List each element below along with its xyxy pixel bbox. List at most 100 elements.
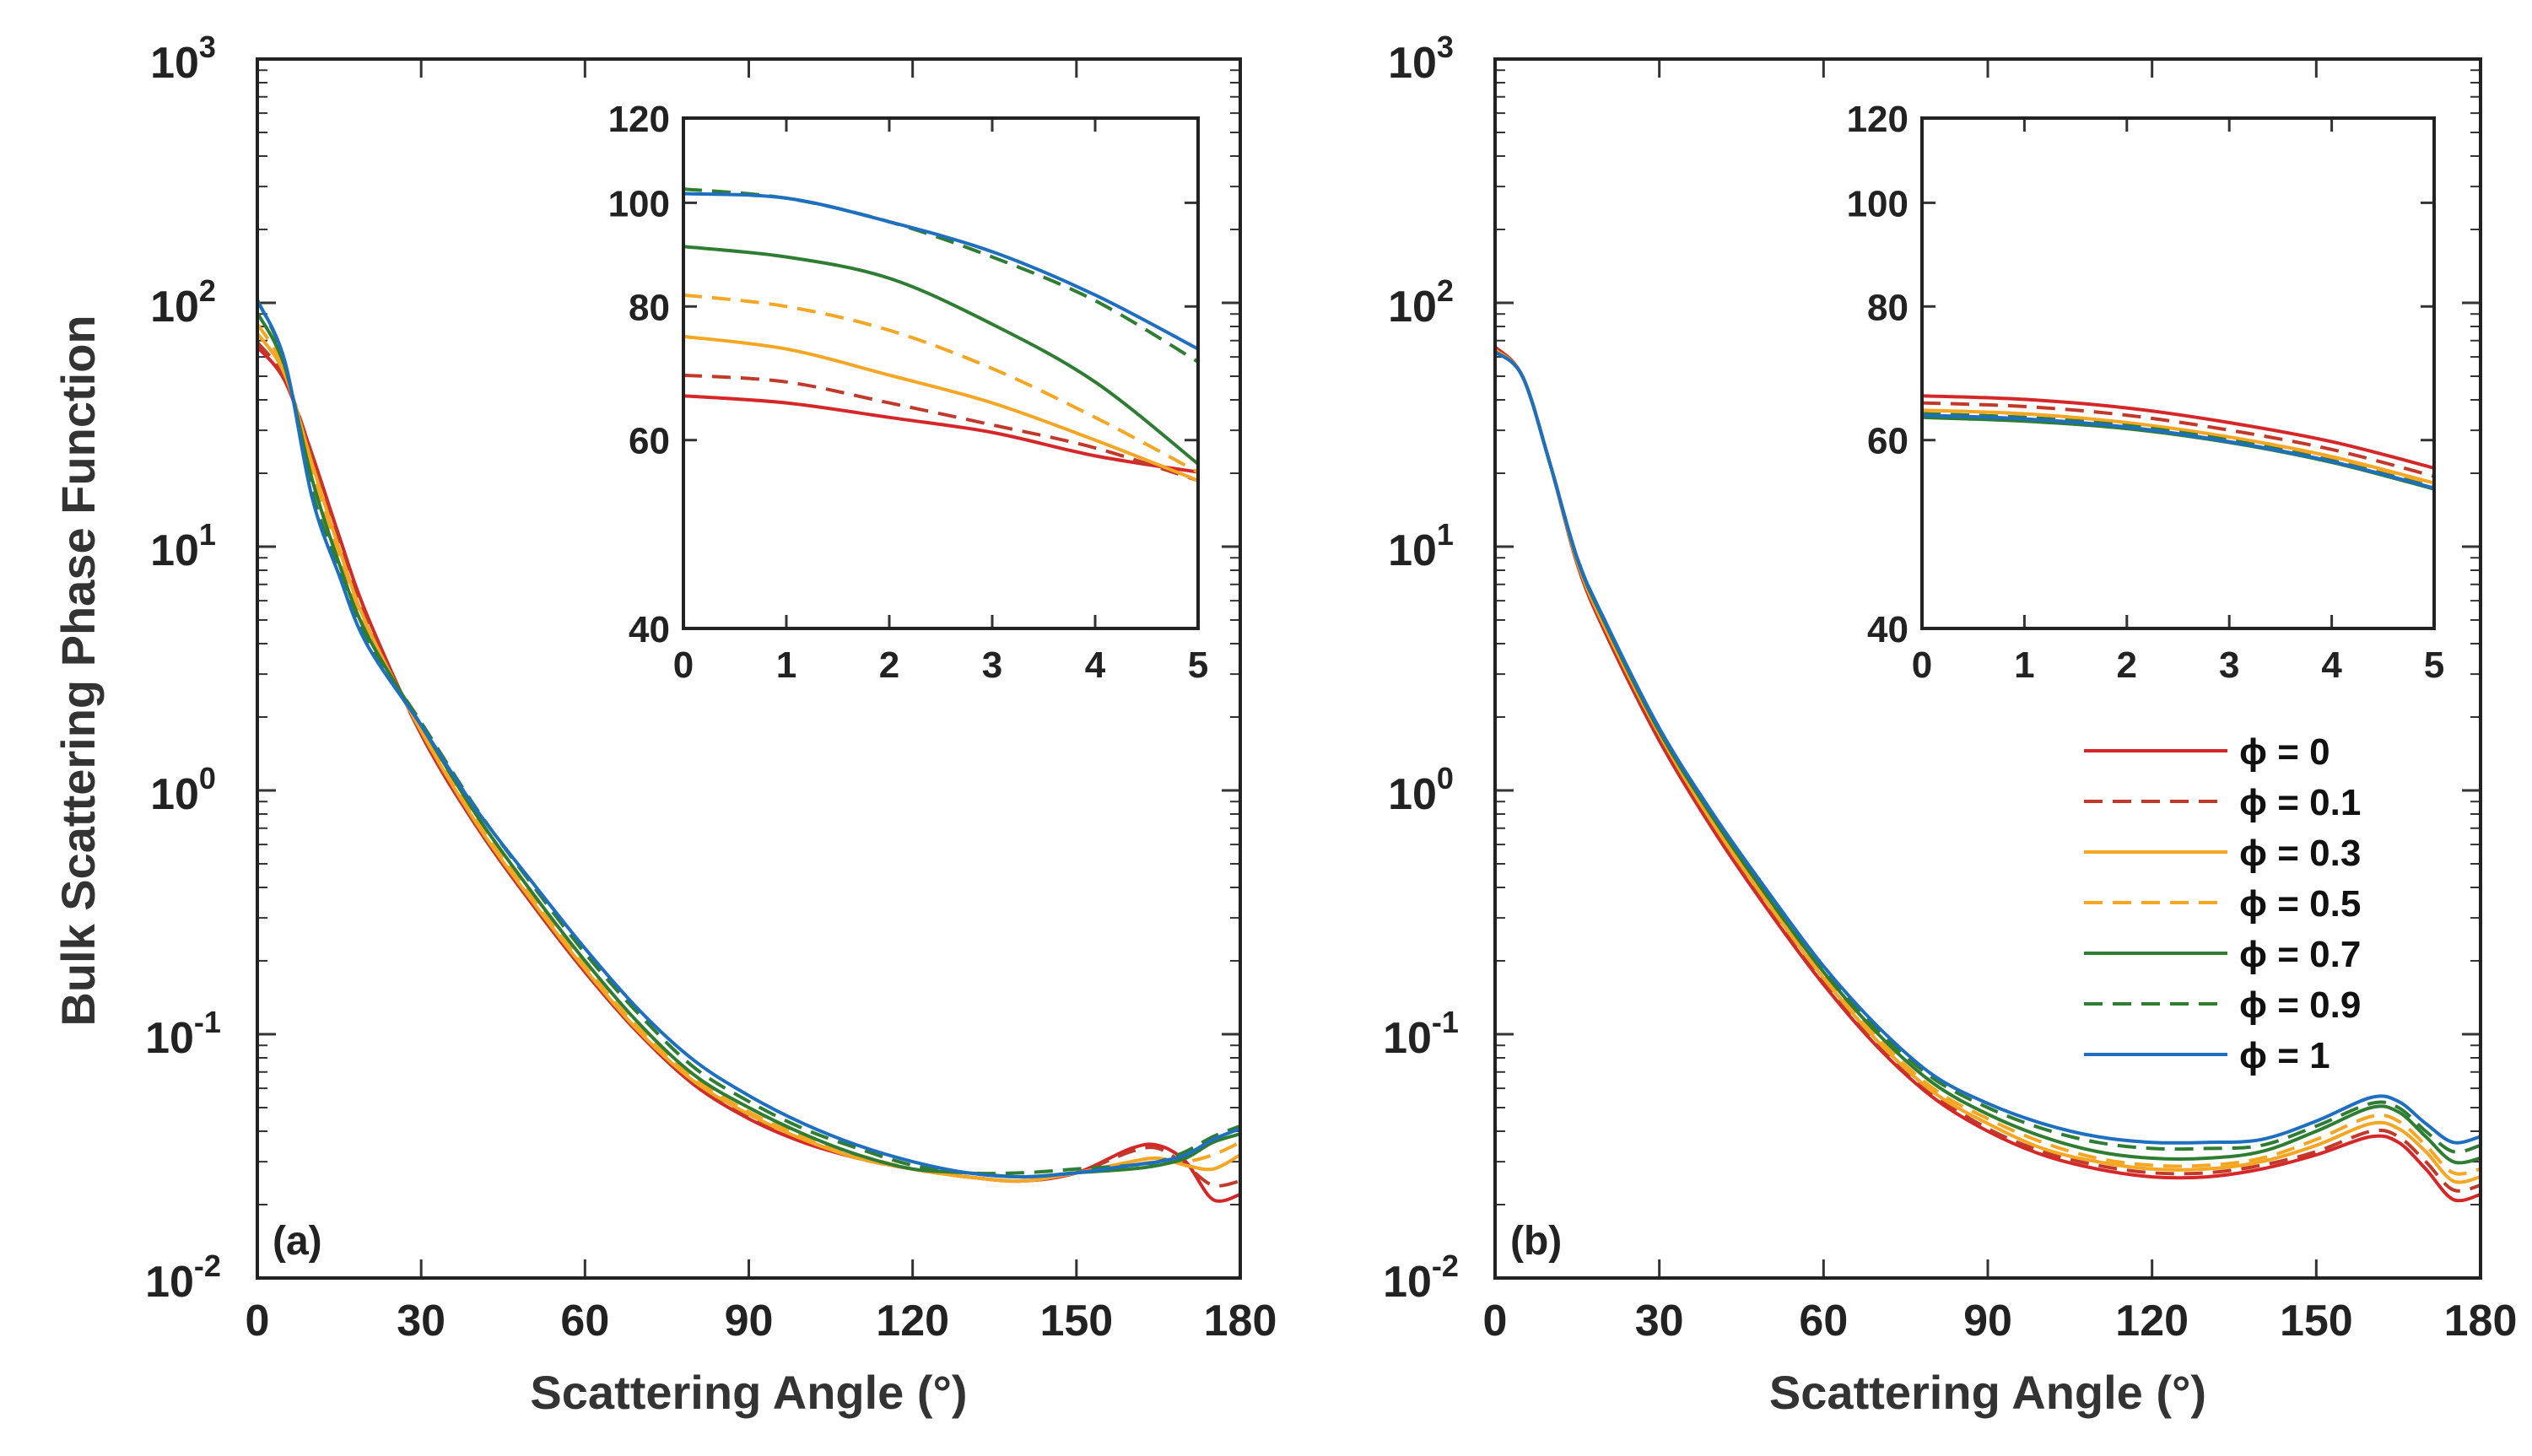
legend-label: ϕ = 0 bbox=[2239, 731, 2330, 773]
legend-label: ϕ = 0.5 bbox=[2239, 883, 2361, 925]
x-tick-label: 150 bbox=[2280, 1297, 2353, 1345]
y-tick-label: 101 bbox=[1388, 517, 1454, 575]
inset-frame bbox=[682, 116, 1200, 630]
inset-series-line bbox=[683, 245, 1198, 466]
inset-y-tick-label: 60 bbox=[1867, 421, 1908, 462]
x-tick-label: 30 bbox=[1635, 1297, 1684, 1345]
y-tick-base: 10 bbox=[1388, 526, 1437, 575]
inset-series-line bbox=[683, 334, 1198, 483]
x-tick-label: 30 bbox=[397, 1297, 445, 1345]
inset-y-tick-label: 120 bbox=[1847, 99, 1908, 140]
inset-x-tick-label: 0 bbox=[1912, 644, 1932, 686]
y-tick-label: 100 bbox=[150, 761, 216, 819]
inset-y-tick-label: 100 bbox=[608, 183, 670, 224]
y-tick-base: 10 bbox=[1388, 39, 1437, 88]
legend-label: ϕ = 0.1 bbox=[2239, 782, 2361, 823]
y-tick-label: 100 bbox=[1388, 761, 1454, 819]
series-line bbox=[257, 311, 1240, 1179]
inset-series-line bbox=[683, 293, 1198, 474]
x-tick-label: 150 bbox=[1039, 1297, 1113, 1345]
y-tick-base: 10 bbox=[1383, 1258, 1432, 1307]
panel-label: (b) bbox=[1510, 1219, 1562, 1264]
y-tick-base: 10 bbox=[145, 1014, 194, 1063]
inset-y-tick-label: 40 bbox=[1867, 609, 1908, 650]
x-tick-label: 0 bbox=[246, 1297, 270, 1345]
inset-x-tick-label: 3 bbox=[982, 644, 1002, 686]
x-tick-label: 180 bbox=[1204, 1297, 1277, 1345]
inset-x-tick-label: 1 bbox=[2014, 644, 2034, 686]
inset-series-group bbox=[1922, 394, 2434, 491]
y-tick-label: 10-2 bbox=[145, 1248, 221, 1307]
y-tick-base: 10 bbox=[150, 39, 199, 88]
y-tick-label: 102 bbox=[150, 273, 216, 332]
inset-series-line bbox=[683, 373, 1198, 483]
x-tick-label: 60 bbox=[1799, 1297, 1848, 1345]
y-tick-base: 10 bbox=[150, 526, 199, 575]
inset-series-line bbox=[683, 394, 1198, 474]
y-tick-exponent: -1 bbox=[194, 1005, 221, 1039]
y-tick-exponent: 3 bbox=[199, 30, 216, 64]
legend-label: ϕ = 1 bbox=[2239, 1035, 2330, 1076]
inset-x-tick-label: 2 bbox=[879, 644, 899, 686]
inset-x-tick-label: 4 bbox=[2321, 644, 2342, 686]
y-tick-exponent: 1 bbox=[1437, 517, 1454, 552]
inset-series-line bbox=[1922, 394, 2434, 470]
inset-background bbox=[683, 118, 1198, 628]
y-tick-label: 10-1 bbox=[145, 1005, 221, 1063]
y-axis-title: Bulk Scattering Phase Function bbox=[51, 315, 105, 1026]
y-tick-label: 10-2 bbox=[1383, 1248, 1459, 1307]
inset-y-tick-label: 40 bbox=[629, 609, 670, 650]
y-tick-label: 10-1 bbox=[1383, 1005, 1459, 1063]
y-tick-exponent: 3 bbox=[1437, 30, 1454, 64]
y-tick-exponent: -2 bbox=[194, 1248, 221, 1283]
inset-series-line bbox=[1922, 408, 2434, 485]
inset-y-tick-label: 120 bbox=[608, 99, 670, 140]
y-tick-exponent: 2 bbox=[199, 273, 216, 308]
y-tick-base: 10 bbox=[1388, 770, 1437, 819]
y-tick-label: 103 bbox=[1388, 30, 1454, 88]
y-tick-label: 102 bbox=[1388, 273, 1454, 332]
x-tick-label: 120 bbox=[2115, 1297, 2189, 1345]
series-line bbox=[257, 299, 1240, 1179]
legend: ϕ = 0 ϕ = 0.1 ϕ = 0.3 ϕ = 0.5 ϕ = 0.7 ϕ = 0.9… bbox=[2084, 731, 2361, 1076]
y-tick-base: 10 bbox=[150, 770, 199, 819]
inset-x-tick-label: 5 bbox=[2424, 644, 2444, 686]
y-tick-exponent: 0 bbox=[1437, 761, 1454, 795]
inset-background bbox=[1922, 118, 2434, 628]
x-tick-label: 180 bbox=[2444, 1297, 2518, 1345]
x-axis-title: Scattering Angle (°) bbox=[1769, 1366, 2206, 1419]
series-group bbox=[257, 299, 1240, 1203]
x-tick-label: 120 bbox=[876, 1297, 949, 1345]
inset-y-tick-label: 100 bbox=[1847, 183, 1908, 224]
panel-label: (a) bbox=[273, 1219, 322, 1264]
inset-y-tick-label: 80 bbox=[629, 287, 670, 328]
x-tick-label: 60 bbox=[560, 1297, 609, 1345]
series-line bbox=[1495, 350, 2481, 1145]
y-tick-base: 10 bbox=[145, 1258, 194, 1307]
inset-x-tick-label: 0 bbox=[673, 644, 694, 686]
inset-series-line bbox=[683, 191, 1198, 351]
series-line bbox=[257, 332, 1240, 1184]
y-tick-exponent: 1 bbox=[199, 517, 216, 552]
plot-frame bbox=[256, 57, 1242, 1280]
inset-y-tick-label: 80 bbox=[1867, 287, 1908, 328]
inset-x-tick-label: 4 bbox=[1085, 644, 1106, 686]
y-tick-base: 10 bbox=[150, 283, 199, 332]
y-tick-exponent: -1 bbox=[1432, 1005, 1459, 1039]
plot-frame bbox=[1493, 57, 2482, 1280]
inset-series-line bbox=[1922, 413, 2434, 490]
legend-label: ϕ = 0.3 bbox=[2239, 833, 2361, 874]
y-tick-exponent: 0 bbox=[199, 761, 216, 795]
inset-x-tick-label: 3 bbox=[2219, 644, 2239, 686]
inset-series-line bbox=[1922, 401, 2434, 478]
inset-x-tick-label: 2 bbox=[2117, 644, 2137, 686]
inset-frame bbox=[1920, 116, 2436, 630]
y-tick-base: 10 bbox=[1388, 283, 1437, 332]
y-tick-exponent: -2 bbox=[1432, 1248, 1459, 1283]
x-tick-label: 90 bbox=[725, 1297, 774, 1345]
x-axis-title: Scattering Angle (°) bbox=[530, 1366, 967, 1419]
inset-x-tick-label: 5 bbox=[1188, 644, 1208, 686]
x-tick-label: 90 bbox=[1963, 1297, 2012, 1345]
inset-series-group bbox=[683, 187, 1198, 483]
